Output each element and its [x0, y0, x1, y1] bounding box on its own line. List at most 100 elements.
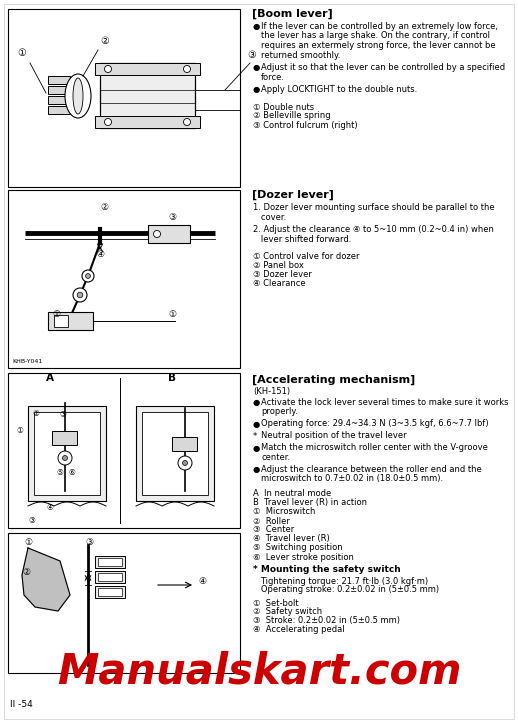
- Bar: [8, 9, 240, 187]
- Text: *: *: [253, 432, 257, 440]
- Bar: [98, 573, 122, 581]
- Text: Activate the lock lever several times to make sure it works: Activate the lock lever several times to…: [261, 398, 509, 407]
- Bar: [136, 406, 214, 501]
- Text: ④ Clearance: ④ Clearance: [253, 279, 306, 288]
- Polygon shape: [22, 548, 70, 611]
- Bar: [8, 533, 240, 673]
- Text: ②: ②: [100, 203, 108, 212]
- Bar: [48, 86, 70, 94]
- Text: ②: ②: [22, 568, 30, 577]
- Bar: [48, 76, 70, 84]
- Text: ①: ①: [168, 310, 176, 319]
- Text: ② Belleville spring: ② Belleville spring: [253, 111, 330, 121]
- Text: B  Travel lever (R) in action: B Travel lever (R) in action: [253, 498, 367, 508]
- Bar: [48, 96, 70, 104]
- Text: ①: ①: [52, 310, 60, 319]
- Bar: [52, 431, 77, 445]
- Text: ●: ●: [253, 22, 260, 31]
- Text: ●: ●: [253, 419, 260, 429]
- Text: ③  Center: ③ Center: [253, 526, 294, 534]
- Text: ③: ③: [85, 538, 93, 547]
- Circle shape: [73, 288, 87, 302]
- Text: center.: center.: [261, 453, 290, 462]
- Text: Apply LOCKTIGHT to the double nuts.: Apply LOCKTIGHT to the double nuts.: [261, 85, 418, 94]
- Circle shape: [77, 292, 83, 298]
- Text: ●: ●: [253, 398, 260, 407]
- Text: A  In neutral mode: A In neutral mode: [253, 489, 331, 498]
- Text: returned smoothly.: returned smoothly.: [261, 51, 340, 59]
- Text: Operating stroke: 0.2±0.02 in (5±0.5 mm): Operating stroke: 0.2±0.02 in (5±0.5 mm): [253, 586, 439, 594]
- Text: Operating force: 29.4~34.3 N (3~3.5 kgf, 6.6~7.7 lbf): Operating force: 29.4~34.3 N (3~3.5 kgf,…: [261, 419, 488, 429]
- Text: ①: ①: [24, 538, 32, 547]
- Text: Manualskart.com: Manualskart.com: [57, 651, 461, 693]
- Text: A: A: [46, 373, 54, 383]
- Circle shape: [153, 231, 161, 237]
- Text: ④  Travel lever (R): ④ Travel lever (R): [253, 534, 330, 544]
- Bar: [48, 106, 70, 114]
- Text: (KH-151): (KH-151): [253, 387, 290, 396]
- Text: ①  Microswitch: ① Microswitch: [253, 508, 315, 516]
- Bar: [142, 412, 208, 495]
- Text: ③: ③: [59, 410, 66, 419]
- Text: Adjust the clearance between the roller end and the: Adjust the clearance between the roller …: [261, 465, 482, 474]
- Circle shape: [182, 461, 188, 466]
- Text: ②: ②: [32, 409, 39, 418]
- Text: Adjust it so that the lever can be controlled by a specified: Adjust it so that the lever can be contr…: [261, 63, 505, 72]
- Text: If the lever can be controlled by an extremely low force,: If the lever can be controlled by an ext…: [261, 22, 498, 31]
- Bar: [48, 312, 93, 330]
- Text: B: B: [168, 373, 176, 383]
- Text: ① Double nuts: ① Double nuts: [253, 103, 314, 111]
- Text: ④: ④: [198, 576, 206, 586]
- Text: properly.: properly.: [261, 408, 298, 416]
- Text: requires an extermely strong force, the lever cannot be: requires an extermely strong force, the …: [261, 41, 496, 50]
- Ellipse shape: [65, 74, 91, 118]
- Text: ③: ③: [28, 516, 35, 525]
- Circle shape: [63, 455, 67, 461]
- Text: ①  Set-bolt: ① Set-bolt: [253, 599, 298, 607]
- Text: ●: ●: [253, 85, 260, 94]
- Text: ① Control valve for dozer: ① Control valve for dozer: [253, 252, 359, 261]
- Circle shape: [85, 273, 91, 278]
- Text: ②  Roller: ② Roller: [253, 516, 290, 526]
- Bar: [95, 63, 200, 75]
- Text: ⑥: ⑥: [68, 468, 75, 477]
- Text: 1. Dozer lever mounting surface should be parallel to the: 1. Dozer lever mounting surface should b…: [253, 203, 495, 212]
- Bar: [172, 437, 197, 451]
- Text: ①: ①: [18, 48, 26, 58]
- Text: ④: ④: [96, 250, 104, 259]
- Text: lever shifted forward.: lever shifted forward.: [253, 234, 351, 244]
- Circle shape: [105, 66, 111, 72]
- Bar: [100, 63, 195, 128]
- Circle shape: [82, 270, 94, 282]
- Text: ③: ③: [248, 50, 256, 60]
- Text: 2. Adjust the clearance ④ to 5~10 mm (0.2~0.4 in) when: 2. Adjust the clearance ④ to 5~10 mm (0.…: [253, 225, 494, 234]
- Text: [Boom lever]: [Boom lever]: [252, 9, 333, 20]
- Text: ③: ③: [168, 213, 176, 222]
- Circle shape: [183, 66, 191, 72]
- Text: KHB-Y041: KHB-Y041: [12, 359, 42, 364]
- Bar: [98, 588, 122, 596]
- Text: Tightening torque: 21.7 ft·lb (3.0 kgf·m): Tightening torque: 21.7 ft·lb (3.0 kgf·m…: [253, 576, 428, 586]
- Text: ③ Dozer lever: ③ Dozer lever: [253, 270, 312, 279]
- Text: ②  Safety switch: ② Safety switch: [253, 607, 322, 617]
- Bar: [54, 315, 68, 327]
- Text: ●: ●: [253, 465, 260, 474]
- Text: ④: ④: [46, 503, 53, 512]
- Text: * Mounting the safety switch: * Mounting the safety switch: [253, 565, 401, 575]
- Text: ⑤: ⑤: [56, 468, 63, 477]
- Bar: [95, 556, 125, 568]
- Text: ①: ①: [16, 426, 23, 435]
- Text: cover.: cover.: [253, 213, 286, 221]
- Text: microswitch to 0.7±0.02 in (18.0±0.5 mm).: microswitch to 0.7±0.02 in (18.0±0.5 mm)…: [261, 474, 443, 484]
- Text: ⑤  Switching position: ⑤ Switching position: [253, 544, 342, 552]
- Text: Neutral position of the travel lever: Neutral position of the travel lever: [261, 432, 407, 440]
- Circle shape: [105, 119, 111, 126]
- Text: ② Panel box: ② Panel box: [253, 261, 304, 270]
- Bar: [95, 571, 125, 583]
- Text: ③  Stroke: 0.2±0.02 in (5±0.5 mm): ③ Stroke: 0.2±0.02 in (5±0.5 mm): [253, 617, 400, 625]
- Bar: [28, 406, 106, 501]
- Circle shape: [58, 451, 72, 465]
- Text: ④  Accelerating pedal: ④ Accelerating pedal: [253, 625, 344, 635]
- Text: force.: force.: [261, 72, 285, 82]
- Circle shape: [183, 119, 191, 126]
